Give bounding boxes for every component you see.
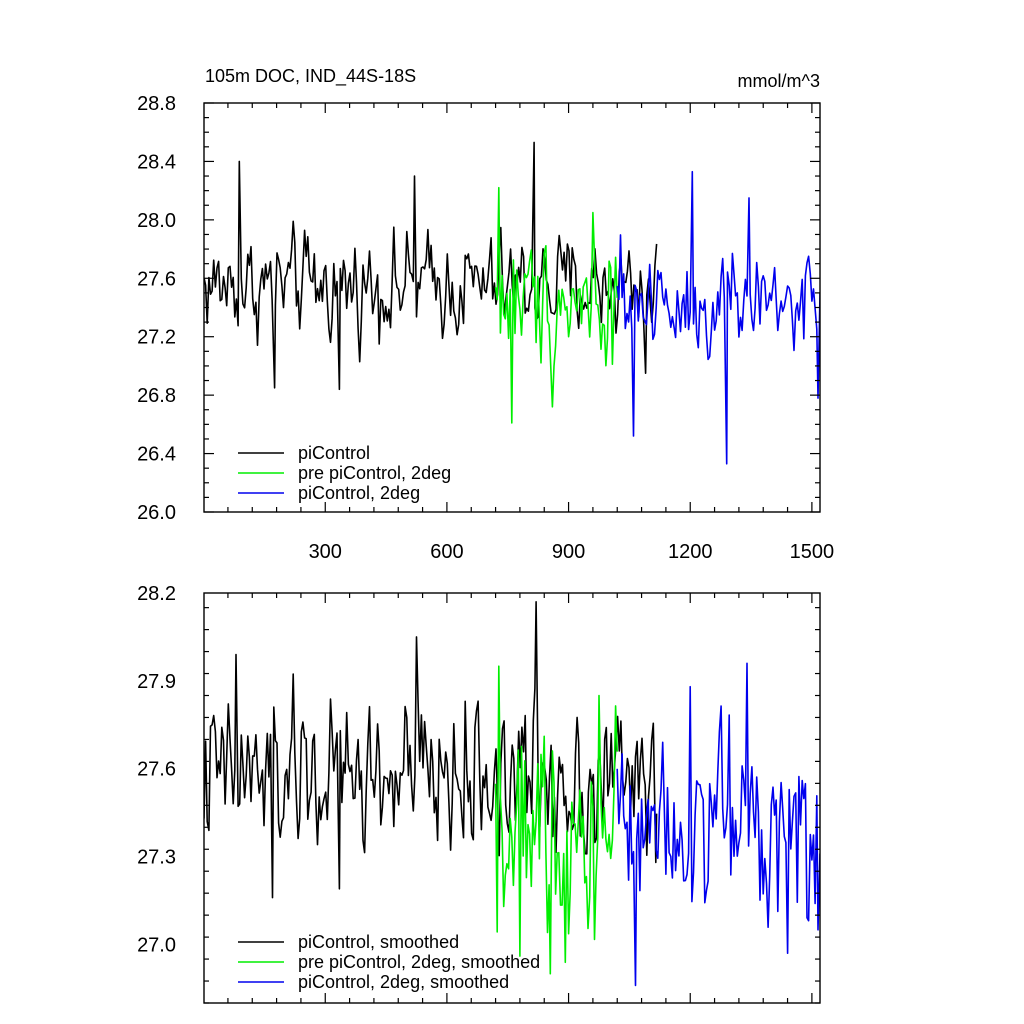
legend-label: piControl, smoothed xyxy=(298,932,459,952)
bottom-panel: 27.0 27.3 27.6 27.9 28.2 piControl, smoothed… xyxy=(137,583,821,1004)
x-tick-label: 1200 xyxy=(668,541,713,563)
x-tick-label: 300 xyxy=(309,541,342,563)
chart-title: 105m DOC, IND_44S-18S xyxy=(205,66,416,87)
bottom-series-group xyxy=(204,601,820,987)
plot-frame xyxy=(203,592,821,1004)
x-tick-label: 1500 xyxy=(790,541,835,563)
series-line-picontrol xyxy=(204,141,658,391)
bottom-axes: 27.0 27.3 27.6 27.9 28.2 xyxy=(137,583,821,1004)
series-line-picontrol-2deg xyxy=(616,170,820,465)
y-tick-label: 27.6 xyxy=(137,268,176,290)
y-tick-label: 27.0 xyxy=(137,934,176,956)
y-tick-label: 28.2 xyxy=(137,583,176,605)
top-series-group xyxy=(204,141,820,465)
top-axes: 26.0 26.4 26.8 27.2 27.6 28.0 28.4 28.8 300 600 90… xyxy=(137,93,834,563)
y-tick-label: 27.3 xyxy=(137,847,176,869)
x-tick-label: 600 xyxy=(430,541,463,563)
y-tick-label: 27.2 xyxy=(137,327,176,349)
y-tick-label: 28.4 xyxy=(137,151,176,173)
y-tick-label: 27.6 xyxy=(137,759,176,781)
legend-label: piControl, 2deg, smoothed xyxy=(298,972,509,992)
y-tick-label: 26.0 xyxy=(137,502,176,524)
y-tick-label: 26.8 xyxy=(137,385,176,407)
series-line-pre-picontrol-2deg-smoothed xyxy=(494,665,618,975)
y-tick-label: 26.4 xyxy=(137,444,176,466)
top-panel: 105m DOC, IND_44S-18S mmol/m^3 26.026.42… xyxy=(137,66,834,563)
y-tick-label: 28.0 xyxy=(137,210,176,232)
legend-label: pre piControl, 2deg xyxy=(298,463,451,483)
y-tick-label: 28.8 xyxy=(137,93,176,115)
y-tick-label: 27.9 xyxy=(137,671,176,693)
legend-label: piControl xyxy=(298,443,370,463)
x-tick-label: 900 xyxy=(552,541,585,563)
legend-label: pre piControl, 2deg, smoothed xyxy=(298,952,540,972)
series-line-picontrol-2deg-smoothed xyxy=(616,662,820,987)
units-label: mmol/m^3 xyxy=(738,71,820,91)
series-line-picontrol-smoothed xyxy=(204,601,658,899)
series-line-pre-picontrol-2deg xyxy=(494,186,618,424)
legend-label: piControl, 2deg xyxy=(298,483,420,503)
